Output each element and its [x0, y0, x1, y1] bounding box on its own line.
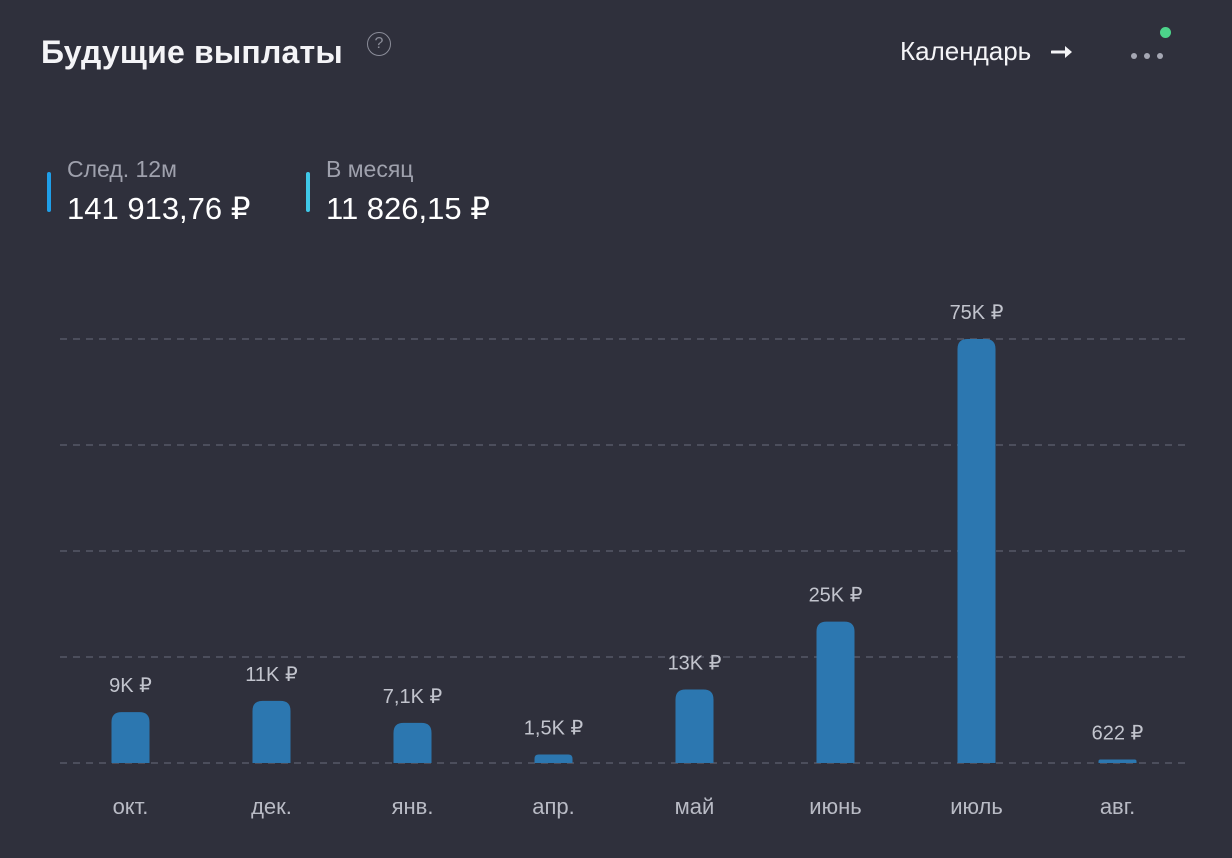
stat-value: 11 826,15 ₽: [326, 191, 490, 226]
stat-next-12m: След. 12м 141 913,76 ₽: [47, 152, 251, 230]
more-dot: [1157, 53, 1163, 59]
chart-x-tick-label: май: [675, 794, 715, 819]
more-dot: [1144, 53, 1150, 59]
stat-accent-bar: [47, 172, 51, 212]
card-title: Будущие выплаты: [41, 34, 343, 70]
chart-x-tick-label: окт.: [113, 794, 149, 819]
chart-bar[interactable]: [534, 754, 573, 763]
notification-dot: [1160, 27, 1171, 38]
chart-x-tick-label: авг.: [1100, 794, 1135, 819]
stat-label: В месяц: [326, 156, 414, 182]
arrow-right-icon: [1051, 45, 1073, 58]
card-header: Будущие выплаты ? Календарь: [41, 30, 1172, 78]
chart-bar[interactable]: [675, 689, 714, 763]
help-icon[interactable]: ?: [367, 32, 391, 56]
chart-x-tick-label: июнь: [809, 794, 861, 819]
stat-per-month: В месяц 11 826,15 ₽: [306, 152, 490, 230]
chart-x-tick-label: янв.: [392, 794, 434, 819]
chart-value-label: 622 ₽: [1092, 722, 1144, 744]
chart-value-label: 75K ₽: [950, 302, 1004, 324]
chart-value-label: 7,1K ₽: [383, 686, 443, 708]
chart-x-tick-label: июль: [950, 794, 1003, 819]
payouts-bar-chart: 9K ₽ окт. 11K ₽ дек. 7,1K ₽ янв. 1,5K ₽ апр. 13K…: [60, 302, 1188, 819]
chart-bar[interactable]: [957, 339, 996, 763]
chart-bar[interactable]: [252, 700, 291, 763]
chart-value-label: 1,5K ₽: [524, 718, 584, 740]
chart-bar[interactable]: [816, 621, 855, 763]
chart-bar[interactable]: [393, 722, 432, 763]
chart-value-label: 13K ₽: [668, 653, 722, 675]
calendar-link-label: Календарь: [900, 36, 1032, 66]
chart-value-label: 9K ₽: [109, 675, 152, 697]
chart-x-tick-label: апр.: [532, 794, 575, 819]
chart-value-label: 25K ₽: [809, 585, 863, 607]
calendar-link[interactable]: Календарь: [900, 36, 1075, 67]
chart-bar[interactable]: [111, 712, 150, 763]
stat-label: След. 12м: [67, 156, 177, 182]
stat-accent-bar: [306, 172, 310, 212]
chart-x-tick-label: дек.: [251, 794, 292, 819]
stat-value: 141 913,76 ₽: [67, 191, 251, 226]
more-options-button[interactable]: [1127, 36, 1171, 72]
chart-value-label: 11K ₽: [245, 664, 298, 686]
chart-bar[interactable]: [1098, 759, 1137, 763]
more-dot: [1131, 53, 1137, 59]
